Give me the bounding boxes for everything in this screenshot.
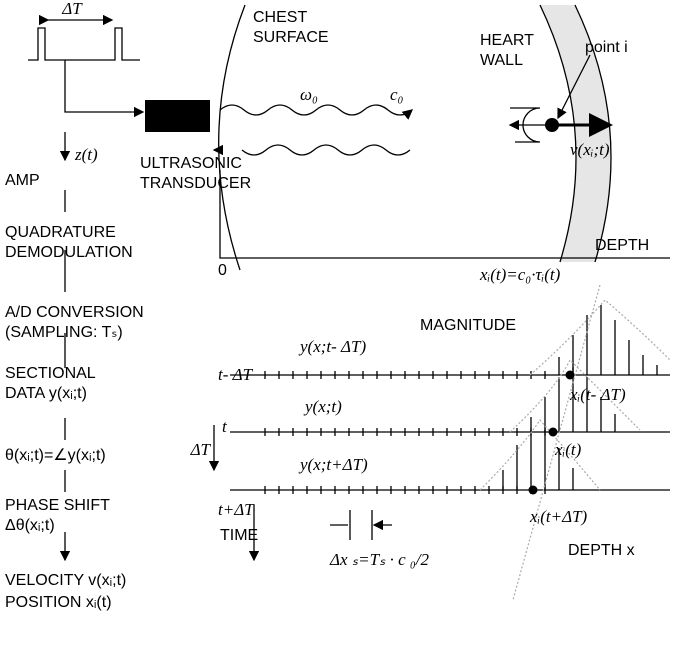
drawing: [28, 4, 671, 601]
flow-step: AMP: [5, 172, 40, 189]
label: TRANSDUCER: [140, 175, 251, 192]
label: ω₀: [300, 85, 318, 104]
label: Δx ₛ=Tₛ · c ₀/2: [329, 550, 430, 569]
label: xᵢ(t)=c₀·τᵢ(t): [479, 265, 561, 284]
label: SURFACE: [253, 29, 329, 46]
flow-step: PHASE SHIFT: [5, 497, 110, 514]
flow-step: VELOCITY v(xᵢ;t): [5, 572, 126, 589]
flow-step: POSITION xᵢ(t): [5, 594, 112, 611]
label: xᵢ(t): [554, 440, 582, 459]
label: ULTRASONIC: [140, 155, 242, 172]
label: t- ΔT: [218, 365, 254, 384]
flow-step: Δθ(xᵢ;t): [5, 517, 55, 534]
label: TIME: [220, 527, 258, 544]
flow-step: DEMODULATION: [5, 244, 133, 261]
flow-step: A/D CONVERSION: [5, 304, 144, 321]
label: y(x;t): [303, 397, 342, 416]
flow-steps: AMP QUADRATURE DEMODULATION A/D CONVERSION (…: [5, 172, 144, 611]
labels: ΔT CHEST SURFACE ω₀ c₀ HEART WALL point …: [61, 0, 649, 569]
label: y(x;t+ΔT): [298, 455, 368, 474]
label: point i: [585, 39, 628, 56]
flow-step: (SAMPLING: Tₛ): [5, 324, 123, 341]
flow-step: θ(xᵢ;t)=∠y(xᵢ;t): [5, 447, 106, 464]
label: MAGNITUDE: [420, 317, 516, 334]
label: DEPTH: [595, 237, 649, 254]
label: CHEST: [253, 9, 307, 26]
label: ΔT: [61, 0, 83, 18]
label: t+ΔT: [218, 500, 255, 519]
label: z(t): [74, 145, 98, 164]
label: 0: [218, 262, 227, 279]
label: xᵢ(t+ΔT): [529, 507, 588, 526]
label: xᵢ(t- ΔT): [569, 385, 626, 404]
label: WALL: [480, 52, 523, 69]
flow-step: SECTIONAL: [5, 365, 96, 382]
label: ΔT: [190, 440, 212, 459]
flow-step: QUADRATURE: [5, 224, 116, 241]
label: c₀: [390, 85, 404, 104]
label: v(xᵢ;t): [570, 140, 610, 159]
label: DEPTH x: [568, 542, 635, 559]
flow-step: DATA y(xᵢ;t): [5, 385, 87, 402]
label: t: [222, 417, 228, 436]
label: y(x;t- ΔT): [298, 337, 366, 356]
label: HEART: [480, 32, 534, 49]
